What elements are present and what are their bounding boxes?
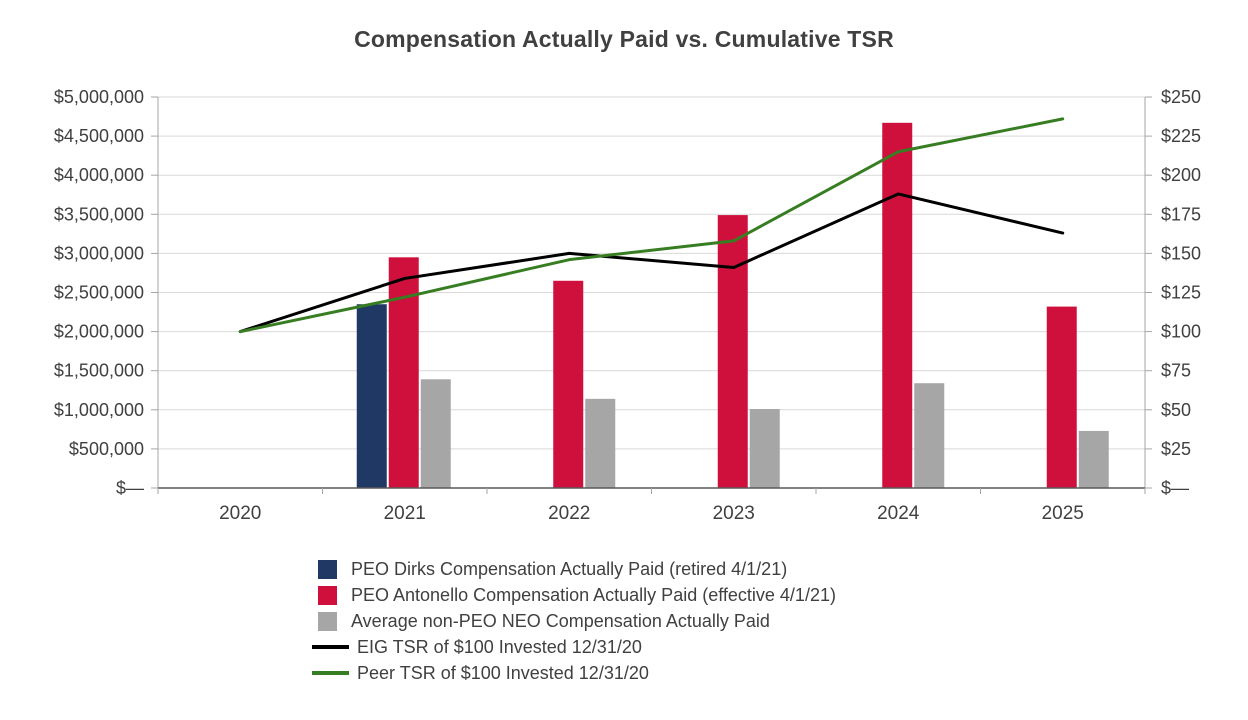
right-axis-label: $200 xyxy=(1161,165,1201,185)
bar-gray-2021 xyxy=(420,379,451,488)
left-axis-label: $2,000,000 xyxy=(54,322,144,342)
legend-item: PEO Dirks Compensation Actually Paid (re… xyxy=(318,556,836,582)
bar-gray-2025 xyxy=(1078,430,1109,488)
x-axis-label: 2021 xyxy=(384,503,426,524)
left-axis-label: $4,000,000 xyxy=(54,165,144,185)
tsr-line-green xyxy=(238,117,1065,334)
legend-line-swatch xyxy=(312,671,349,675)
legend-label: EIG TSR of $100 Invested 12/31/20 xyxy=(357,636,642,657)
left-axis-label: $4,500,000 xyxy=(54,126,144,146)
legend-label: PEO Dirks Compensation Actually Paid (re… xyxy=(351,558,788,579)
bar-red-2022 xyxy=(553,280,584,488)
left-axis-label: $3,500,000 xyxy=(54,204,144,224)
legend-color-swatch xyxy=(318,559,337,579)
legend-item: Peer TSR of $100 Invested 12/31/20 xyxy=(312,660,836,686)
legend-label: Peer TSR of $100 Invested 12/31/20 xyxy=(357,662,649,683)
left-axis-label: $1,500,000 xyxy=(54,361,144,381)
x-axis-label: 2022 xyxy=(548,503,590,524)
left-axis-label: $1,000,000 xyxy=(54,400,144,420)
right-axis-label: $250 xyxy=(1161,87,1201,107)
x-axis-label: 2025 xyxy=(1042,503,1084,524)
tsr-line-black xyxy=(238,192,1065,334)
right-axis-label: $125 xyxy=(1161,283,1201,303)
bar-red-2024 xyxy=(882,122,913,488)
legend-label: PEO Antonello Compensation Actually Paid… xyxy=(351,584,836,605)
right-axis-label: $225 xyxy=(1161,126,1201,146)
legend-item: EIG TSR of $100 Invested 12/31/20 xyxy=(312,634,836,660)
legend-label: Average non-PEO NEO Compensation Actuall… xyxy=(351,610,770,631)
right-axis-label: $50 xyxy=(1161,400,1191,420)
x-axis-label: 2024 xyxy=(877,503,920,524)
right-axis-label: $25 xyxy=(1161,439,1191,459)
legend-item: Average non-PEO NEO Compensation Actuall… xyxy=(318,608,836,634)
right-axis-label: $100 xyxy=(1161,322,1201,342)
right-axis-label: $75 xyxy=(1161,361,1191,381)
legend-item: PEO Antonello Compensation Actually Paid… xyxy=(318,582,836,608)
x-axis-label: 2023 xyxy=(713,503,755,524)
bar-gray-2022 xyxy=(585,398,616,488)
left-axis-label: $500,000 xyxy=(69,439,144,459)
x-axis-label: 2020 xyxy=(219,503,261,524)
left-axis-label: $3,000,000 xyxy=(54,243,144,263)
bar-navy-2021 xyxy=(356,304,387,488)
bar-red-2021 xyxy=(388,257,419,488)
right-axis-label: $— xyxy=(1161,478,1189,498)
right-axis-label: $175 xyxy=(1161,204,1201,224)
bar-gray-2024 xyxy=(914,383,945,488)
bar-gray-2023 xyxy=(749,409,780,488)
right-axis-label: $150 xyxy=(1161,243,1201,263)
left-axis-label: $2,500,000 xyxy=(54,283,144,303)
chart-title: Compensation Actually Paid vs. Cumulativ… xyxy=(354,26,894,52)
bar-red-2023 xyxy=(717,215,748,488)
legend-color-swatch xyxy=(318,611,337,631)
left-axis-label: $5,000,000 xyxy=(54,87,144,107)
legend-color-swatch xyxy=(318,585,337,605)
chart-legend: PEO Dirks Compensation Actually Paid (re… xyxy=(312,556,836,686)
bar-red-2025 xyxy=(1046,306,1077,488)
legend-line-swatch xyxy=(312,645,349,649)
left-axis-label: $— xyxy=(116,478,144,498)
